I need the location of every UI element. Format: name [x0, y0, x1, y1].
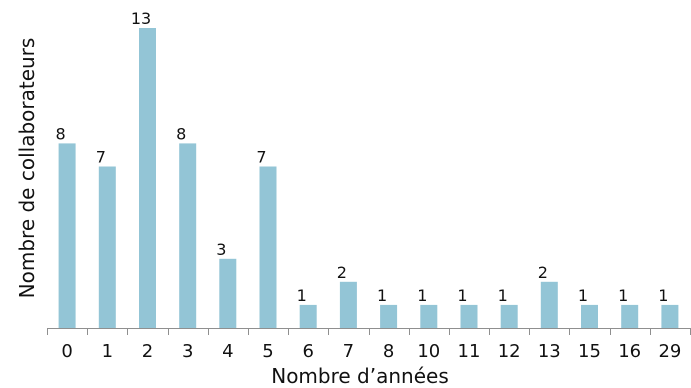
data-label-1: 7: [96, 148, 106, 167]
data-label-2: 13: [131, 9, 151, 28]
x-tick-label-8: 8: [383, 341, 394, 362]
data-label-6: 1: [297, 286, 307, 305]
x-tick-labels-group: 0 1 2 3 4 5 6 7 8 10 11 12 13 15 16 29: [61, 341, 681, 362]
data-label-29: 1: [658, 286, 668, 305]
bar-16: [621, 304, 639, 328]
x-tick-label-16: 16: [618, 341, 641, 362]
x-tick-label-5: 5: [262, 341, 273, 362]
bar-10: [420, 304, 438, 328]
x-ticks-group: [47, 328, 691, 335]
x-tick-label-6: 6: [302, 341, 313, 362]
bar-7: [339, 281, 357, 328]
data-label-11: 1: [457, 286, 467, 305]
data-label-4: 3: [216, 240, 226, 259]
data-label-12: 1: [498, 286, 508, 305]
x-tick-label-12: 12: [498, 341, 521, 362]
bar-5: [259, 166, 277, 328]
x-tick-label-15: 15: [578, 341, 601, 362]
data-label-10: 1: [417, 286, 427, 305]
bar-2: [139, 28, 156, 328]
bar-6: [299, 304, 317, 328]
x-tick-label-29: 29: [658, 341, 681, 362]
x-tick-label-10: 10: [417, 341, 440, 362]
x-axis-title: Nombre d’années: [271, 364, 449, 388]
bars-group: [58, 28, 679, 328]
data-label-7: 2: [337, 263, 347, 282]
bar-3: [179, 143, 197, 328]
x-tick-label-2: 2: [142, 341, 153, 362]
x-tick-label-13: 13: [538, 341, 561, 362]
data-label-16: 1: [618, 286, 628, 305]
data-label-3: 8: [176, 124, 186, 143]
data-labels-group: 8 7 13 8 3 7 1 2 1 1 1 1 2 1 1 1: [56, 9, 669, 305]
x-tick-label-7: 7: [343, 341, 354, 362]
bar-8: [380, 304, 398, 328]
x-tick-label-4: 4: [222, 341, 233, 362]
x-tick-label-1: 1: [102, 341, 113, 362]
data-label-15: 1: [578, 286, 588, 305]
data-label-5: 7: [256, 148, 266, 167]
bar-11: [460, 304, 478, 328]
bar-4: [219, 258, 237, 328]
data-label-13: 2: [538, 263, 548, 282]
bar-13: [540, 281, 558, 328]
bar-0: [58, 143, 76, 328]
bar-29: [661, 304, 679, 328]
x-tick-label-3: 3: [182, 341, 193, 362]
x-tick-label-11: 11: [458, 341, 481, 362]
bar-12: [500, 304, 518, 328]
y-axis-title: Nombre de collaborateurs: [15, 38, 39, 299]
x-tick-label-0: 0: [61, 341, 72, 362]
data-label-8: 1: [377, 286, 387, 305]
bar-1: [98, 166, 116, 328]
bar-15: [581, 304, 598, 328]
data-label-0: 8: [56, 124, 66, 143]
